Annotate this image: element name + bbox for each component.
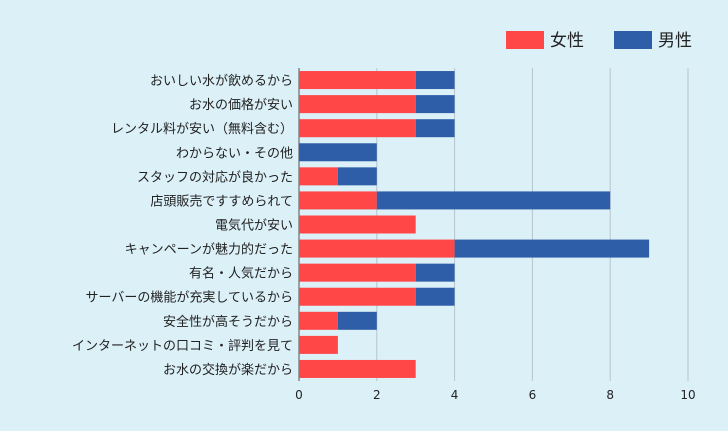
x-tick-label: 6: [529, 388, 537, 402]
bar-series1-row1: [299, 71, 416, 90]
bar-series1-row9: [299, 263, 416, 282]
bar-series1-row12: [299, 335, 338, 354]
bar-series2-row4: [299, 143, 377, 162]
bar-series1-row5: [299, 167, 338, 186]
category-label: わからない・その他: [176, 146, 293, 161]
bar-series2-row11: [337, 311, 377, 330]
bars: [299, 71, 650, 378]
category-label: キャンペーンが魅力的だった: [125, 242, 293, 258]
category-label: おいしい水が飲めるから: [150, 73, 293, 89]
category-label: 電気代が安い: [215, 218, 293, 234]
bar-series2-row9: [415, 263, 455, 282]
bar-series2-row10: [415, 287, 455, 306]
bar-series2-row2: [415, 95, 455, 114]
bar-series2-row1: [415, 71, 455, 90]
category-label: お水の価格が安い: [189, 97, 293, 113]
bar-series2-row8: [454, 239, 650, 258]
category-label: スタッフの対応が良かった: [137, 169, 293, 185]
bar-series1-row3: [299, 119, 416, 138]
x-tick-label: 10: [680, 388, 695, 402]
legend: 女性 男性: [506, 31, 692, 51]
x-tick-labels: 0 2 4 6 8 10: [295, 388, 695, 402]
category-label: 有名・人気だから: [189, 266, 293, 282]
bar-series2-row5: [337, 167, 377, 186]
bar-series1-row7: [299, 215, 416, 234]
legend-label-series2: 男性: [658, 31, 692, 51]
bar-series1-row13: [299, 359, 416, 378]
x-tick-label: 4: [451, 388, 459, 402]
bar-series1-row8: [299, 239, 455, 258]
category-label: 安全性が高そうだから: [163, 314, 293, 330]
category-label: レンタル料が安い（無料含む）: [111, 121, 293, 137]
bar-series1-row10: [299, 287, 416, 306]
x-tick-label: 8: [606, 388, 614, 402]
x-tick-label: 2: [373, 388, 381, 402]
bar-series1-row6: [299, 191, 377, 210]
legend-swatch-series1: [506, 31, 544, 49]
category-label: インターネットの口コミ・評判を見て: [72, 339, 293, 354]
bar-series2-row6: [376, 191, 611, 210]
category-label: サーバーの機能が充実しているから: [86, 290, 293, 306]
legend-swatch-series2: [614, 31, 652, 49]
bar-series1-row2: [299, 95, 416, 114]
legend-label-series1: 女性: [550, 31, 584, 51]
category-label: お水の交換が楽だから: [163, 362, 293, 378]
bar-series1-row11: [299, 311, 338, 330]
x-tick-label: 0: [295, 388, 303, 402]
category-label: 店頭販売ですすめられて: [150, 193, 293, 209]
bar-series2-row3: [415, 119, 455, 138]
